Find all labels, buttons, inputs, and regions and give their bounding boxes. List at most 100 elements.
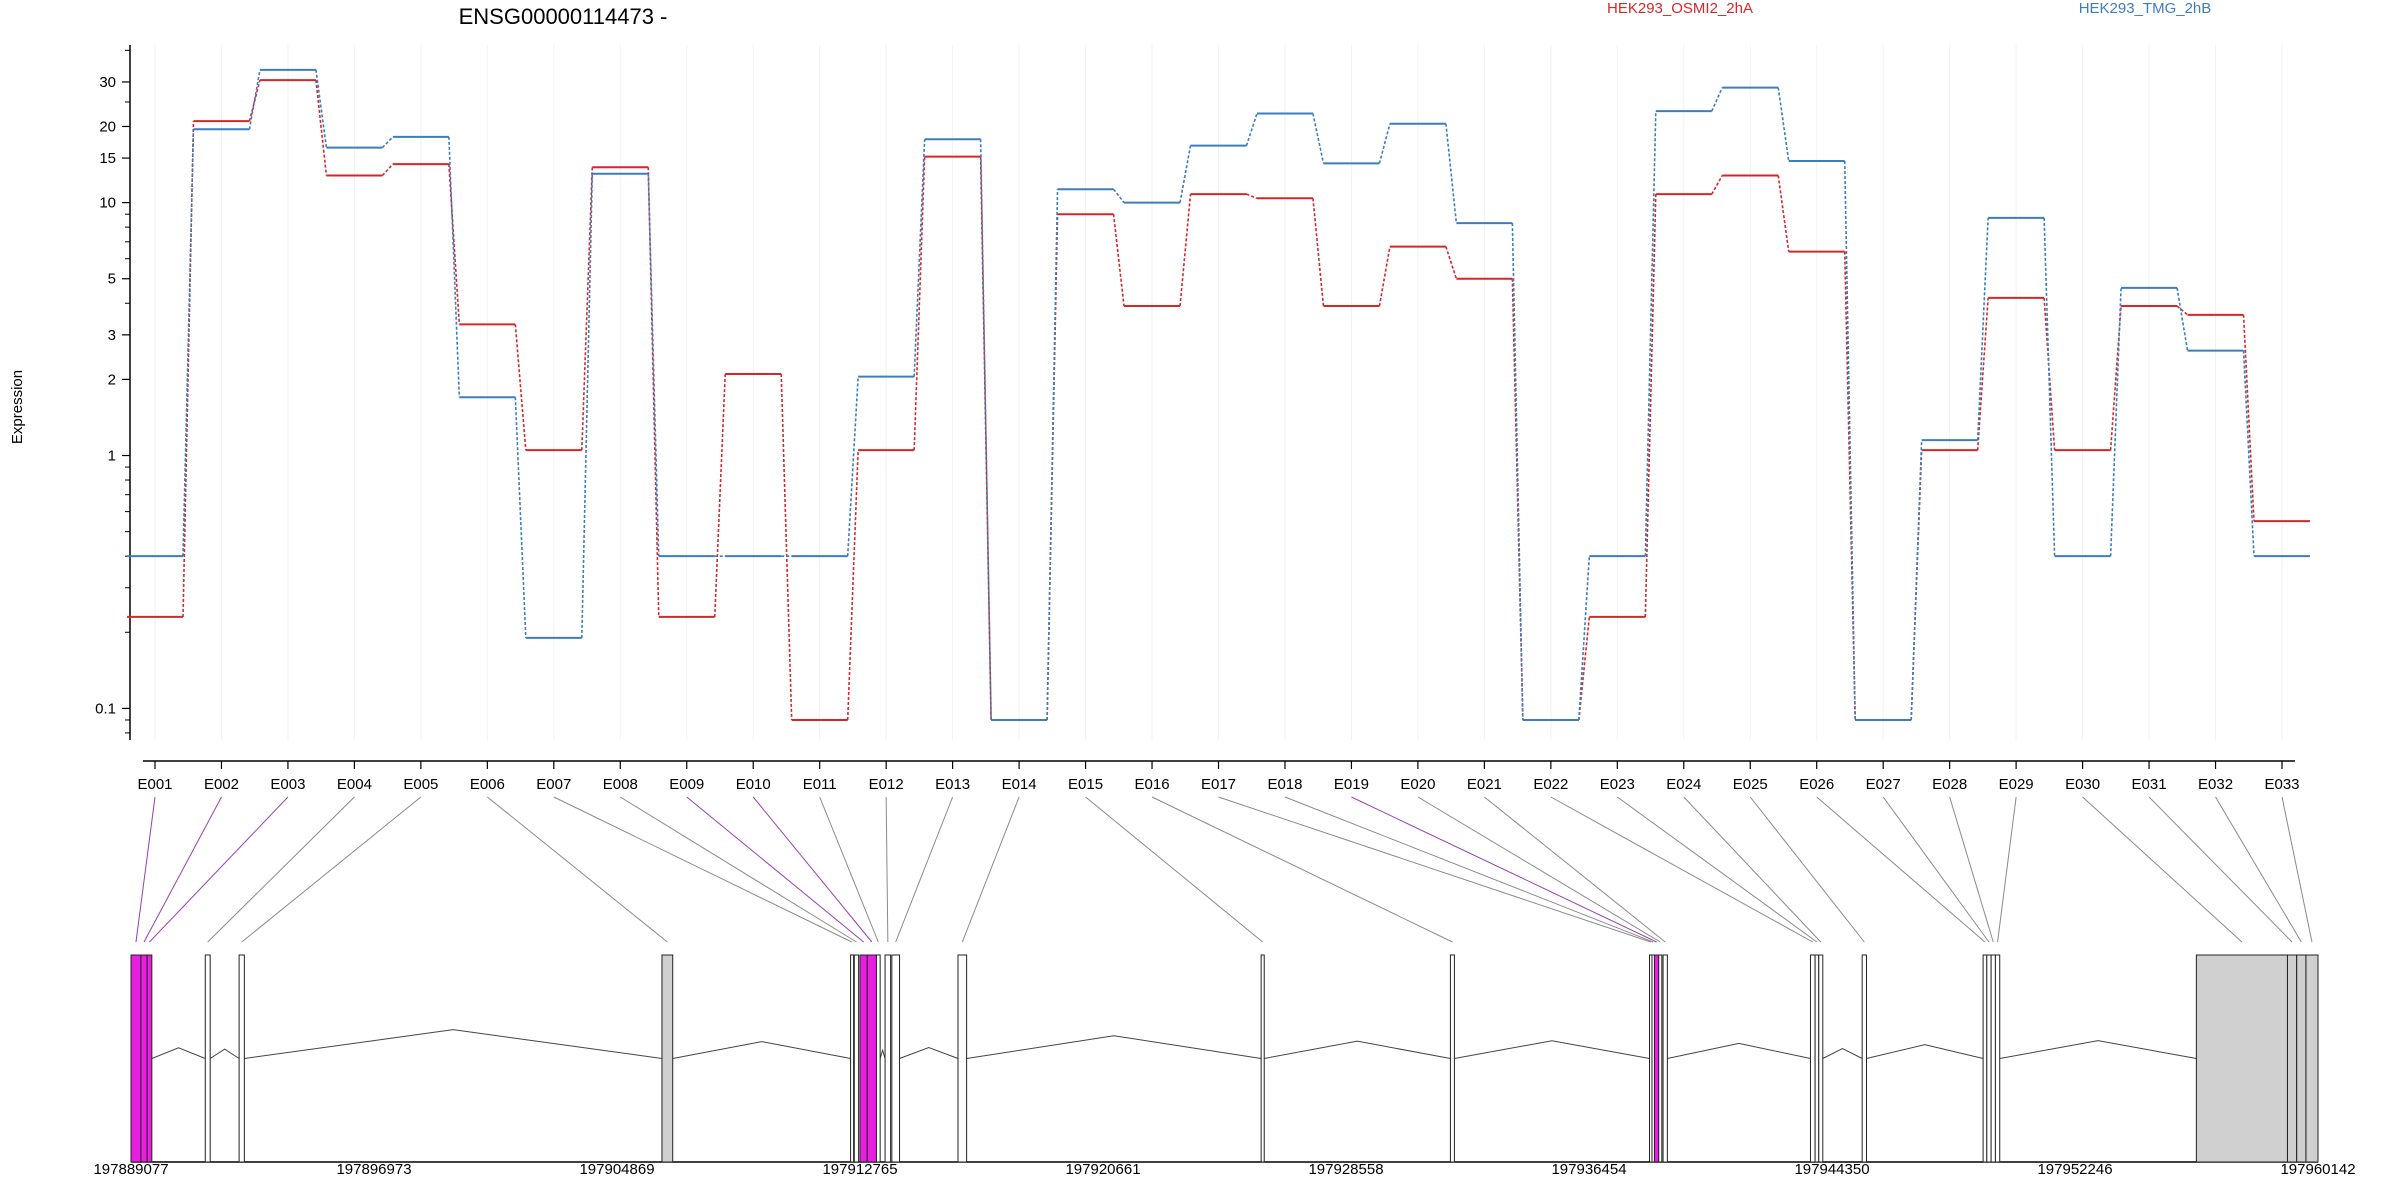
connector-line — [846, 376, 859, 557]
exon-connector — [1085, 796, 1263, 943]
plot-area: 0.1 1 2 3 5 10 15 20 30 E001 E002 E003 E004 E005 E006 E… — [95, 45, 2310, 793]
intron-line — [1454, 1040, 1650, 1059]
exon-block — [1861, 954, 1867, 1163]
exon-block — [146, 954, 153, 1163]
connector-line — [1777, 175, 1790, 252]
connector-line — [1312, 198, 1325, 307]
connector-line — [182, 129, 195, 557]
connector-line — [1112, 188, 1125, 204]
x-tick-label: E010 — [736, 776, 771, 793]
exon-block — [2286, 954, 2298, 1163]
x-tick-label: E017 — [1201, 776, 1236, 793]
exon-connector — [819, 796, 879, 943]
intron-line — [1866, 1044, 1984, 1059]
exon-connector — [1417, 796, 1661, 943]
connector-line — [1112, 214, 1125, 307]
connector-line — [1179, 194, 1192, 307]
connector-line — [1445, 123, 1458, 224]
connector-line — [315, 69, 328, 148]
connector-line — [647, 173, 660, 557]
x-tick-label: E007 — [536, 776, 571, 793]
exon-block — [1653, 954, 1660, 1163]
exon-connector — [686, 796, 864, 943]
legend-entry-1: HEK293_OSMI2_2hA — [1607, 0, 1753, 17]
exon-block — [1662, 954, 1668, 1163]
x-tick-label: E005 — [403, 776, 438, 793]
connector-line — [2176, 305, 2189, 316]
genomic-coordinate-label: 197944350 — [1794, 1161, 1869, 1178]
exon-connector — [1550, 796, 1814, 943]
connector-line — [2043, 217, 2056, 557]
exon-block — [238, 954, 245, 1163]
connector-line — [2242, 350, 2255, 557]
exon-connector — [1218, 796, 1651, 943]
x-tick-label: E011 — [803, 776, 837, 793]
connector-line — [248, 69, 261, 130]
x-tick-label: E008 — [603, 776, 638, 793]
exon-connector — [2082, 796, 2243, 943]
y-tick-label: 10 — [99, 195, 116, 212]
exon-connector — [1816, 796, 1986, 943]
y-tick-label: 5 — [108, 271, 116, 288]
exon-block — [853, 954, 860, 1163]
connector-line — [381, 136, 394, 149]
x-tick-label: E030 — [2065, 776, 2100, 793]
connector-line — [1312, 113, 1325, 164]
exon-connector — [1683, 796, 1822, 943]
x-tick-label: E012 — [869, 776, 904, 793]
connector-line — [1976, 297, 1989, 451]
connector-line — [1179, 145, 1192, 203]
connector-line — [913, 156, 926, 451]
connector-line — [1245, 113, 1258, 146]
x-tick-label: E003 — [270, 776, 305, 793]
x-tick-label: E025 — [1733, 776, 1768, 793]
exon-connector — [1882, 796, 1990, 943]
connector-line — [1910, 440, 1923, 721]
exon-block — [661, 954, 674, 1163]
genomic-coordinate-label: 197889077 — [93, 1161, 168, 1178]
intron-line — [1822, 1047, 1863, 1059]
exon-block — [2195, 954, 2288, 1163]
exon-block — [1814, 954, 1820, 1163]
x-tick-label: E013 — [935, 776, 970, 793]
exon-connector — [1997, 796, 2017, 943]
y-tick-label: 3 — [108, 327, 116, 344]
exon-connector — [135, 796, 156, 943]
connector-line — [1246, 193, 1258, 200]
intron-line — [1667, 1042, 1811, 1059]
exon-connector — [1949, 796, 1994, 943]
intron-line — [151, 1047, 206, 1059]
x-tick-label: E006 — [470, 776, 505, 793]
exon-connector — [961, 796, 1020, 943]
exon-block — [1994, 954, 2001, 1163]
connector-line — [2109, 287, 2122, 557]
connector-line — [381, 163, 394, 177]
exon-connector — [143, 796, 222, 943]
x-tick-label: E023 — [1600, 776, 1635, 793]
connector-line — [979, 156, 992, 720]
x-tick-label: E009 — [669, 776, 704, 793]
connector-line — [1445, 246, 1458, 279]
genomic-coordinate-label: 197896973 — [336, 1161, 411, 1178]
genomic-coordinate-label: 197920661 — [1065, 1161, 1140, 1178]
exon-block — [2305, 954, 2319, 1163]
y-tick-label: 1 — [108, 448, 116, 465]
intron-line — [1264, 1040, 1451, 1059]
y-tick-label: 30 — [99, 74, 116, 91]
exon-connector — [895, 796, 954, 943]
exon-block — [1658, 954, 1663, 1163]
exon-connector — [2148, 796, 2293, 943]
connector-line — [315, 80, 328, 176]
connector-line — [1777, 87, 1790, 162]
genomic-coordinate-label: 197960142 — [2280, 1161, 2355, 1178]
connector-line — [448, 136, 461, 398]
exon-block — [859, 954, 868, 1163]
exon-block — [1449, 954, 1455, 1163]
connector-line — [2176, 287, 2189, 351]
x-tick-label: E032 — [2198, 776, 2233, 793]
connector-line — [846, 450, 859, 721]
x-tick-label: E021 — [1467, 776, 1502, 793]
exon-connector — [1749, 796, 1865, 943]
exon-block — [2296, 954, 2307, 1163]
